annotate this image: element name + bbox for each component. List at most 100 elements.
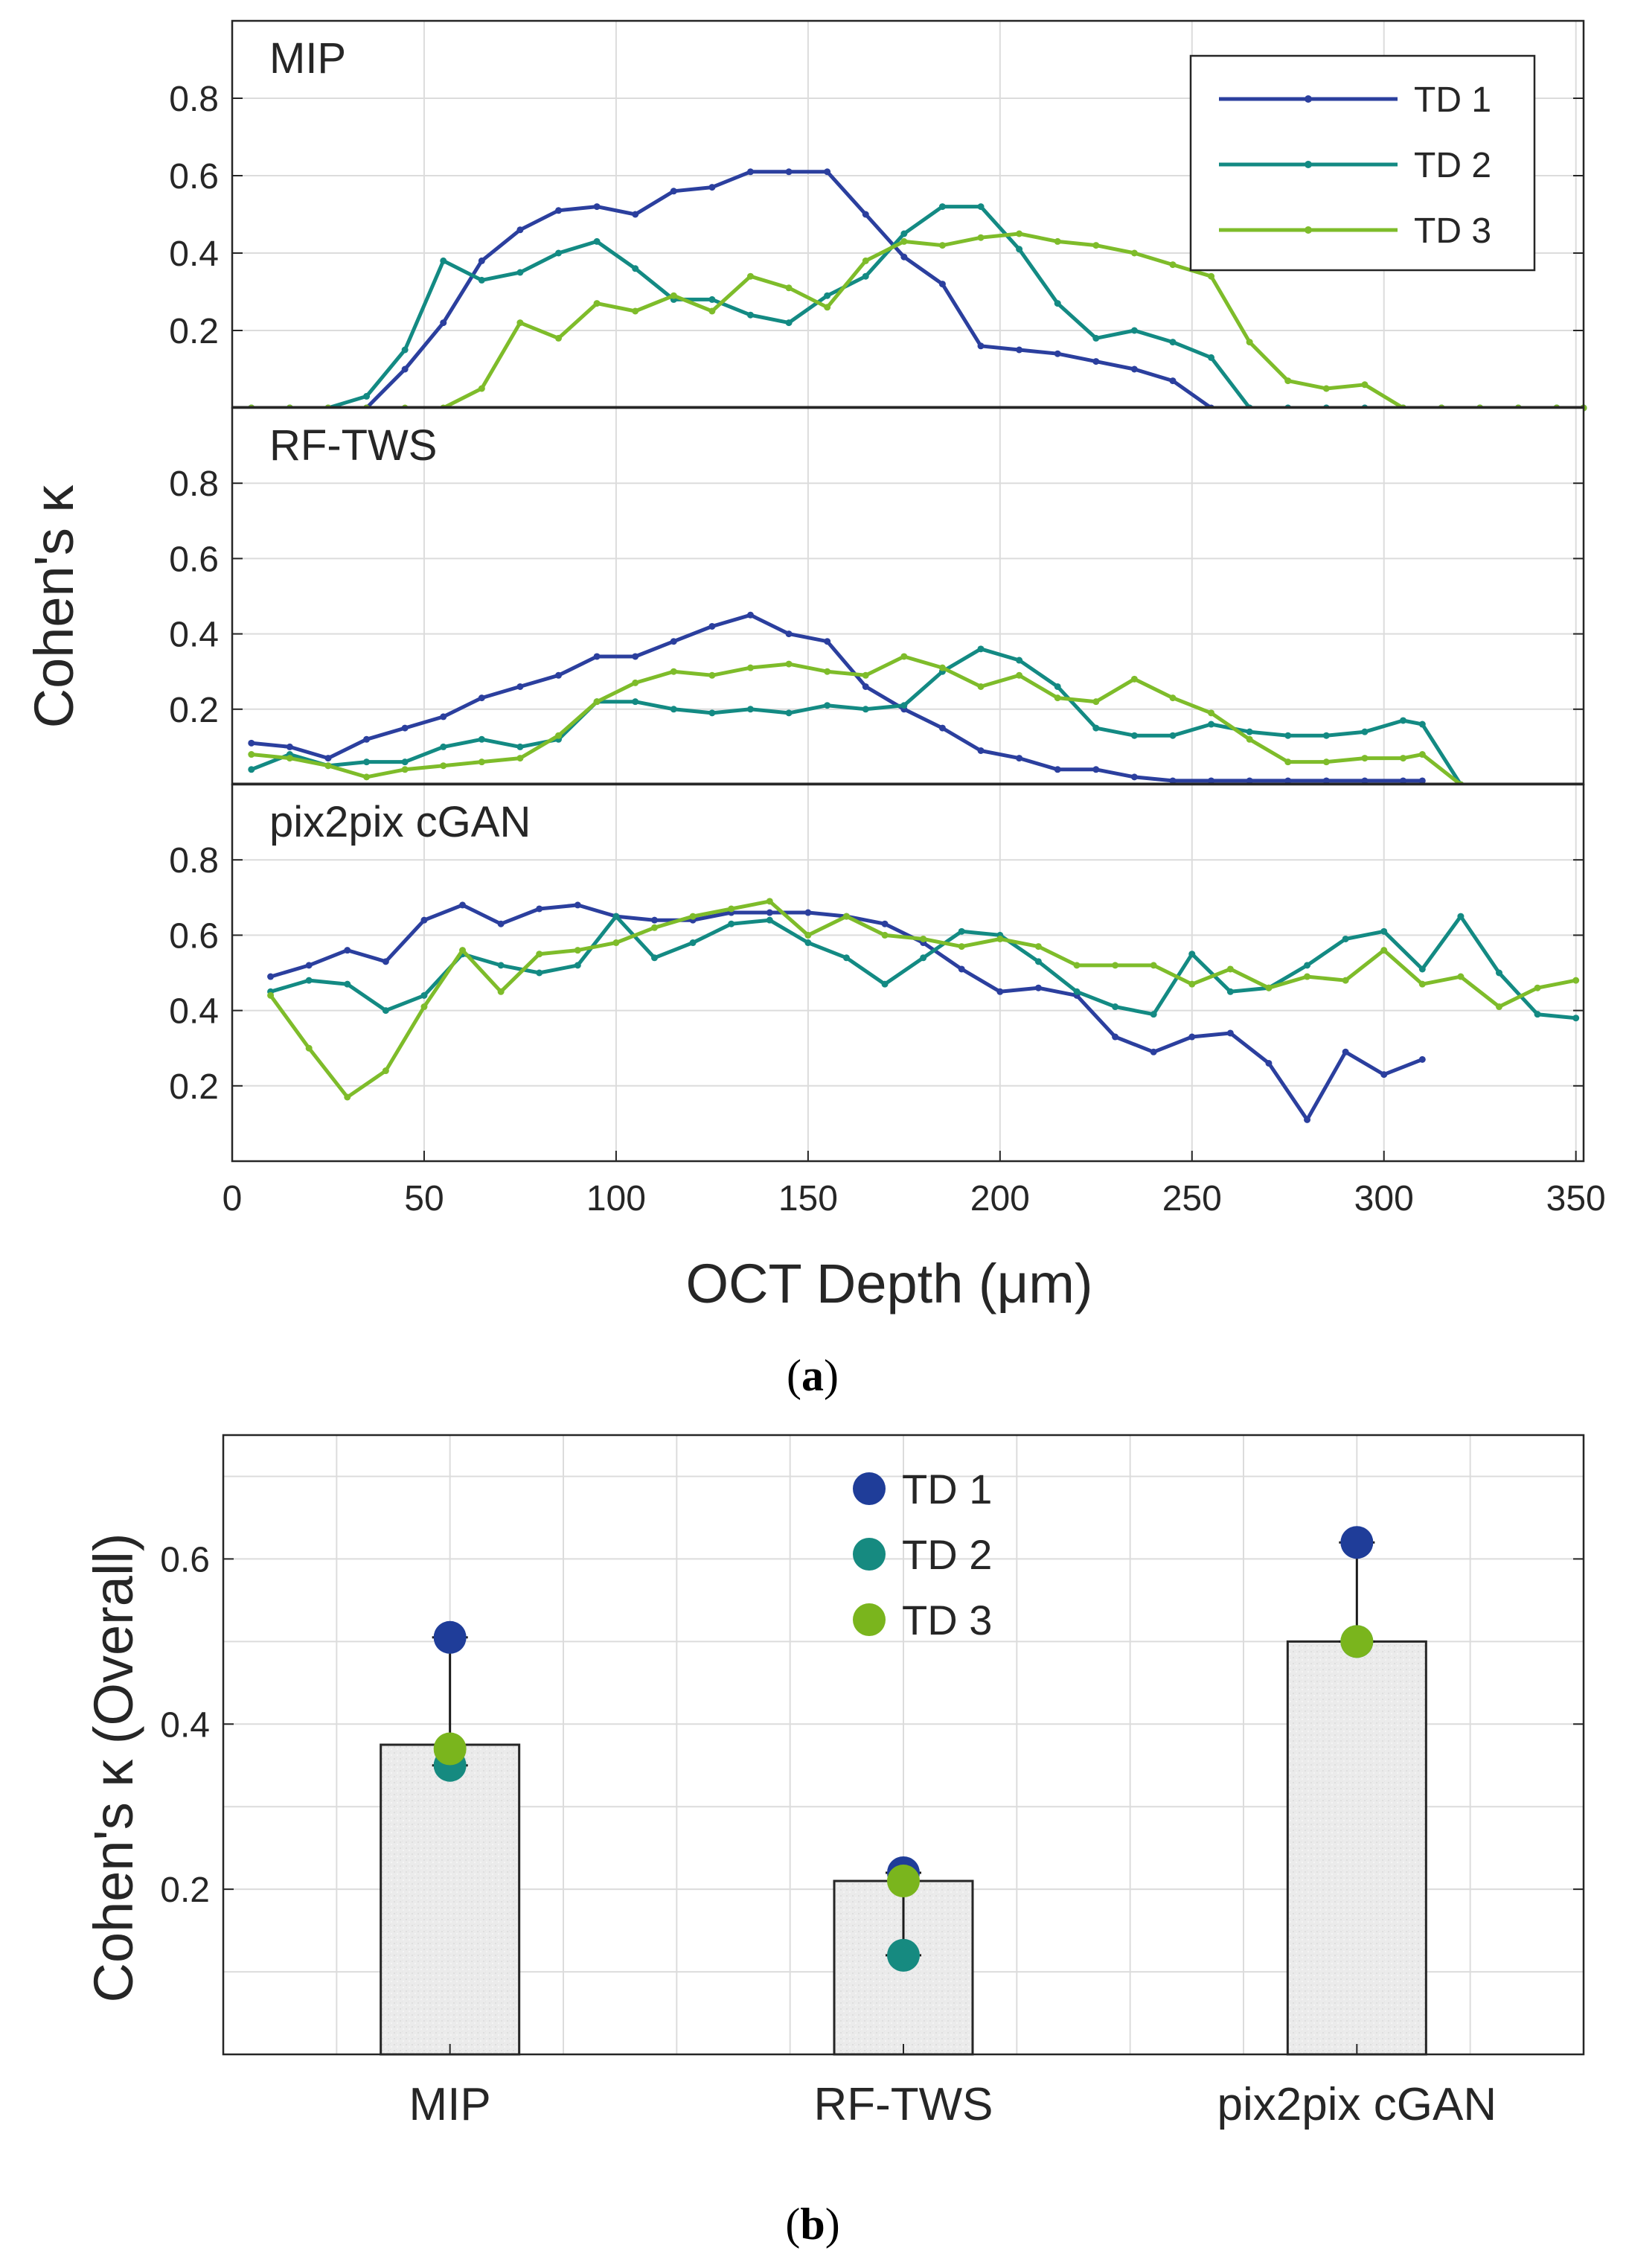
series-line-td-1: [251, 613, 1423, 783]
data-point: [977, 645, 985, 653]
data-point: [363, 392, 371, 400]
data-point: [1208, 709, 1215, 717]
legend-label: TD 1: [902, 1466, 992, 1512]
caption-a: (a): [787, 1351, 839, 1400]
data-point: [746, 611, 754, 619]
caption-b: (b): [785, 2200, 839, 2249]
y-tick-label: 0.2: [169, 1067, 219, 1107]
x-axis-label-a: OCT Depth (μm): [685, 1253, 1092, 1315]
data-point: [824, 292, 831, 299]
data-point: [1284, 377, 1292, 385]
data-point: [1208, 354, 1215, 361]
data-point: [785, 709, 793, 717]
legend-marker: [853, 1472, 886, 1505]
data-point: [1130, 365, 1138, 373]
y-tick-label: 0.6: [169, 916, 219, 956]
data-point: [363, 758, 371, 766]
data-point: [728, 920, 735, 927]
data-point: [459, 901, 467, 909]
data-point: [900, 230, 908, 237]
data-point: [401, 365, 409, 373]
data-point: [1130, 249, 1138, 257]
data-point: [804, 909, 812, 916]
data-point: [1016, 755, 1023, 762]
data-point: [1304, 973, 1311, 980]
data-point: [862, 211, 869, 218]
data-point: [958, 943, 965, 951]
data-point: [1073, 962, 1081, 969]
bar: [1286, 1640, 1427, 2056]
y-tick-label: 0.2: [160, 1871, 210, 1910]
x-tick-label: 150: [778, 1179, 838, 1218]
data-point: [708, 307, 716, 315]
data-point: [267, 973, 275, 980]
data-point: [785, 284, 793, 292]
data-point: [708, 671, 716, 679]
data-point: [785, 168, 793, 176]
data-point: [324, 762, 332, 770]
data-point: [536, 969, 543, 977]
y-tick-label: 0.4: [160, 1705, 210, 1745]
data-point: [1457, 973, 1465, 980]
data-point: [1112, 1003, 1119, 1011]
data-point: [996, 988, 1004, 995]
data-point: [938, 664, 946, 671]
data-point: [555, 671, 563, 679]
data-point: [536, 951, 543, 958]
data-point: [497, 962, 505, 969]
data-point: [632, 653, 639, 660]
data-point: [1361, 777, 1369, 785]
data-point: [286, 743, 293, 750]
data-point: [1208, 272, 1215, 280]
data-point: [555, 732, 563, 739]
data-point: [344, 947, 351, 954]
legend-marker: [1305, 95, 1312, 103]
data-point: [440, 257, 447, 264]
data-point: [1130, 327, 1138, 334]
data-point: [842, 913, 850, 920]
data-point: [1130, 732, 1138, 739]
data-point: [1400, 717, 1407, 724]
data-point: [1418, 777, 1426, 785]
data-point: [593, 300, 601, 307]
data-point: [1016, 657, 1023, 664]
data-point: [804, 931, 812, 939]
data-point: [689, 939, 697, 947]
y-tick-label: 0.2: [169, 691, 219, 730]
data-point: [920, 954, 927, 962]
y-axis-label-a: Cohen's κ: [23, 485, 85, 729]
data-point: [938, 281, 946, 288]
data-point: [670, 706, 677, 713]
data-point: [824, 304, 831, 311]
data-point: [1418, 980, 1426, 988]
data-point: [1265, 1059, 1273, 1067]
data-point: [1496, 1003, 1502, 1011]
data-point: [708, 622, 716, 630]
data-point: [862, 272, 869, 280]
data-point: [248, 766, 255, 773]
data-point: [593, 698, 601, 706]
data-point: [363, 773, 371, 781]
data-point: [593, 203, 601, 211]
data-point: [1169, 777, 1177, 785]
data-point: [1418, 965, 1426, 973]
data-point: [536, 905, 543, 913]
data-point: [938, 242, 946, 249]
plot-frame: [231, 783, 1585, 1163]
data-point: [1092, 766, 1100, 773]
data-point: [977, 342, 985, 350]
data-point: [766, 909, 773, 916]
plot-b: 0.2 0.4 0.6 MIP RF-TWS pix2pix cGAN TD 1 TD 2 TD…: [160, 1434, 1585, 2130]
data-point: [1188, 951, 1196, 958]
data-point: [305, 962, 313, 969]
data-point: [785, 319, 793, 327]
plot-area: [232, 785, 1584, 1161]
data-point: [363, 735, 371, 743]
data-point: [440, 743, 447, 750]
data-point: [1418, 1055, 1426, 1063]
data-point: [1361, 728, 1369, 735]
data-point: [670, 638, 677, 645]
x-tick-label: 250: [1162, 1179, 1222, 1218]
point-td-3: [433, 1732, 467, 1766]
